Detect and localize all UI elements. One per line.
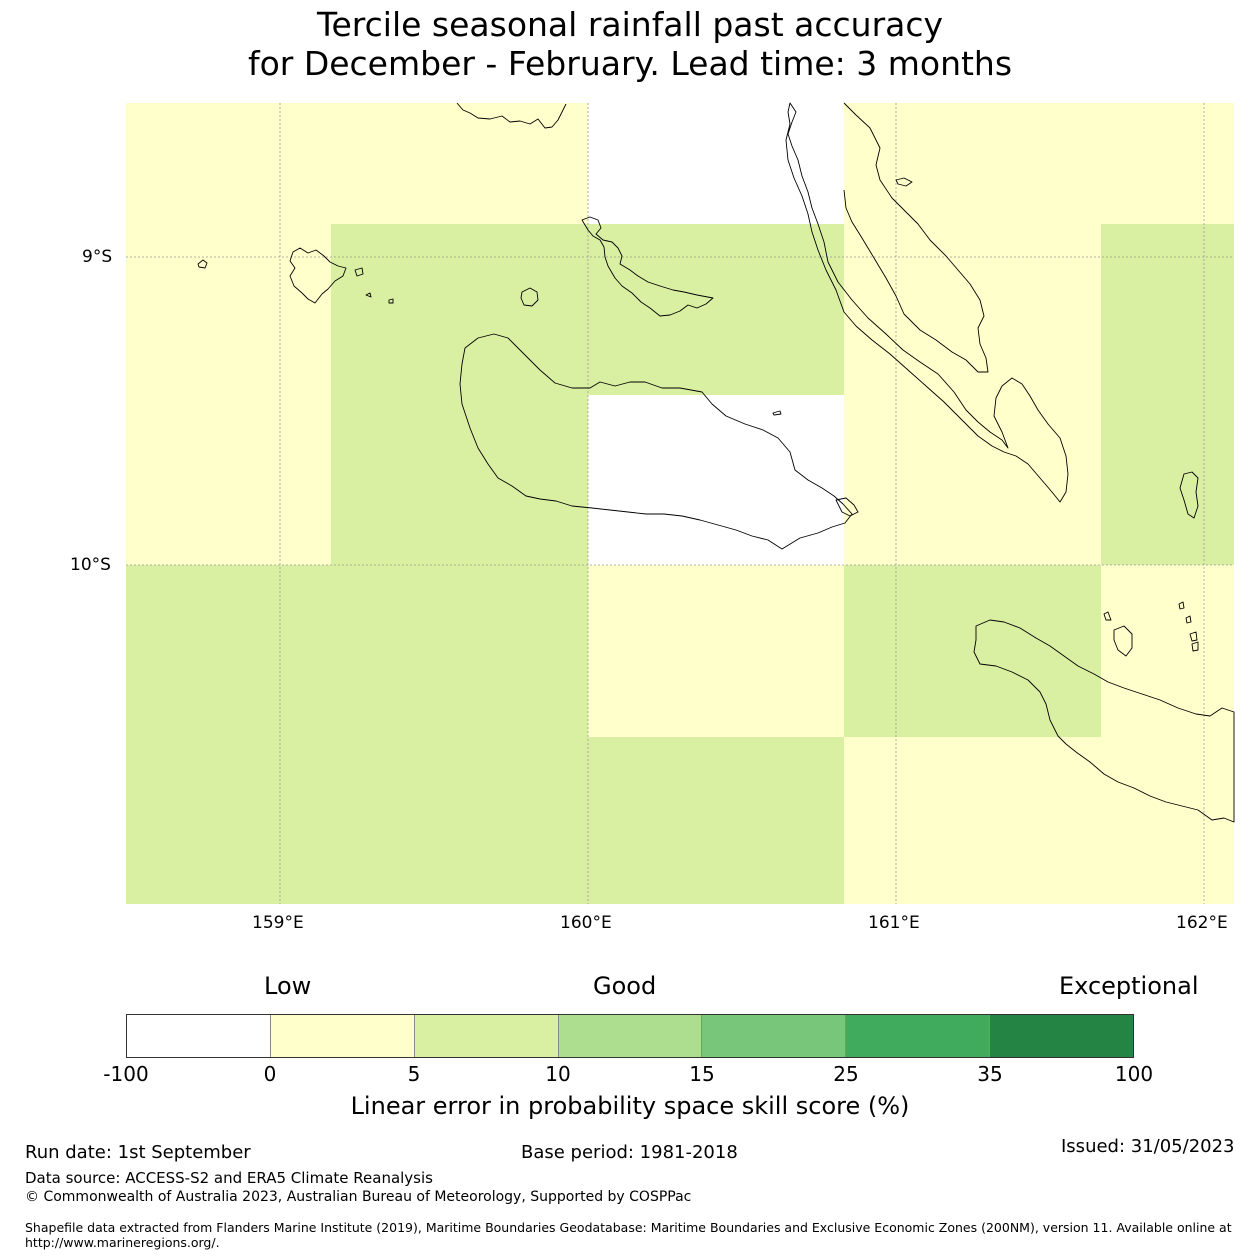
legend-tick: 100 bbox=[1114, 1062, 1154, 1086]
map-title-line-1: Tercile seasonal rainfall past accuracy bbox=[316, 5, 944, 44]
small-island bbox=[1113, 625, 1133, 657]
legend-title: Linear error in probability space skill … bbox=[350, 1092, 910, 1120]
small-island bbox=[365, 292, 372, 298]
color-legend-bar bbox=[126, 1014, 1134, 1058]
guadalcanal-coast bbox=[459, 333, 853, 550]
small-island bbox=[1191, 641, 1199, 652]
base-period: Base period: 1981-2018 bbox=[521, 1142, 738, 1163]
grid-cell bbox=[331, 224, 844, 395]
lon-label-162e: 162°E bbox=[1176, 913, 1228, 933]
shapefile-credit: Shapefile data extracted from Flanders M… bbox=[25, 1220, 1232, 1235]
small-island bbox=[835, 497, 859, 517]
shapefile-url: http://www.marineregions.org/. bbox=[25, 1235, 220, 1250]
legend-tick: 35 bbox=[977, 1062, 1003, 1086]
makira-coast bbox=[973, 619, 1235, 823]
coastlines bbox=[197, 102, 1235, 823]
lon-label-161e: 161°E bbox=[868, 913, 920, 933]
issued-date: Issued: 31/05/2023 bbox=[1061, 1136, 1235, 1157]
grid-cell bbox=[588, 395, 844, 565]
legend-label-low: Low bbox=[264, 972, 312, 1000]
copyright: © Commonwealth of Australia 2023, Austra… bbox=[25, 1189, 692, 1205]
run-date: Run date: 1st September bbox=[25, 1142, 251, 1163]
grid-cell bbox=[1101, 565, 1234, 737]
legend-label-good: Good bbox=[593, 972, 657, 1000]
small-island bbox=[354, 267, 364, 277]
map-title-line-2: for December - February. Lead time: 3 mo… bbox=[247, 44, 1013, 83]
legend-label-exceptional: Exceptional bbox=[1059, 972, 1199, 1000]
small-island bbox=[1178, 601, 1185, 610]
grid-cell bbox=[126, 103, 588, 224]
grid-cell bbox=[588, 737, 844, 904]
legend-swatch bbox=[846, 1015, 991, 1057]
small-island bbox=[1185, 615, 1192, 624]
small-island bbox=[1179, 471, 1199, 519]
small-island bbox=[388, 298, 394, 304]
lon-label-160e: 160°E bbox=[560, 913, 612, 933]
small-island bbox=[1103, 611, 1112, 621]
skill-grid bbox=[126, 103, 1234, 904]
grid-cell bbox=[331, 395, 588, 565]
legend-swatch bbox=[702, 1015, 847, 1057]
santa-isabel-coast bbox=[456, 102, 567, 129]
grid-cell bbox=[126, 565, 588, 904]
legend-swatch bbox=[558, 1015, 703, 1057]
legend-tick: 25 bbox=[833, 1062, 859, 1086]
legend-swatch bbox=[127, 1015, 271, 1057]
legend-tick: 0 bbox=[263, 1062, 277, 1086]
legend-tick: 5 bbox=[407, 1062, 421, 1086]
grid-cell bbox=[844, 103, 1234, 224]
legend-tick: -100 bbox=[103, 1062, 149, 1086]
grid-cell bbox=[844, 224, 1101, 565]
legend-swatch bbox=[414, 1015, 559, 1057]
grid-cell bbox=[844, 565, 1101, 737]
malaita-coast bbox=[785, 102, 1069, 503]
small-island bbox=[520, 287, 539, 307]
graticule bbox=[126, 103, 1234, 904]
lon-label-159e: 159°E bbox=[252, 913, 304, 933]
small-island bbox=[772, 410, 782, 416]
legend-tick: 10 bbox=[545, 1062, 571, 1086]
grid-cell bbox=[1101, 224, 1234, 565]
data-source: Data source: ACCESS-S2 and ERA5 Climate … bbox=[25, 1169, 433, 1187]
russell-islands-coast bbox=[289, 247, 347, 304]
small-island bbox=[1189, 631, 1198, 642]
legend-swatch bbox=[270, 1015, 415, 1057]
skill-map bbox=[126, 102, 1235, 904]
legend-tick: 15 bbox=[689, 1062, 715, 1086]
malaita-inner-coast bbox=[843, 102, 989, 373]
small-island bbox=[895, 177, 913, 187]
lat-label-9s: 9°S bbox=[82, 247, 113, 267]
nggela-islands-coast bbox=[581, 216, 714, 317]
lat-label-10s: 10°S bbox=[70, 555, 111, 575]
small-island bbox=[197, 259, 208, 269]
grid-cell bbox=[588, 565, 844, 737]
grid-cell bbox=[844, 737, 1234, 904]
grid-cell bbox=[126, 224, 331, 565]
legend-swatch bbox=[990, 1015, 1134, 1057]
